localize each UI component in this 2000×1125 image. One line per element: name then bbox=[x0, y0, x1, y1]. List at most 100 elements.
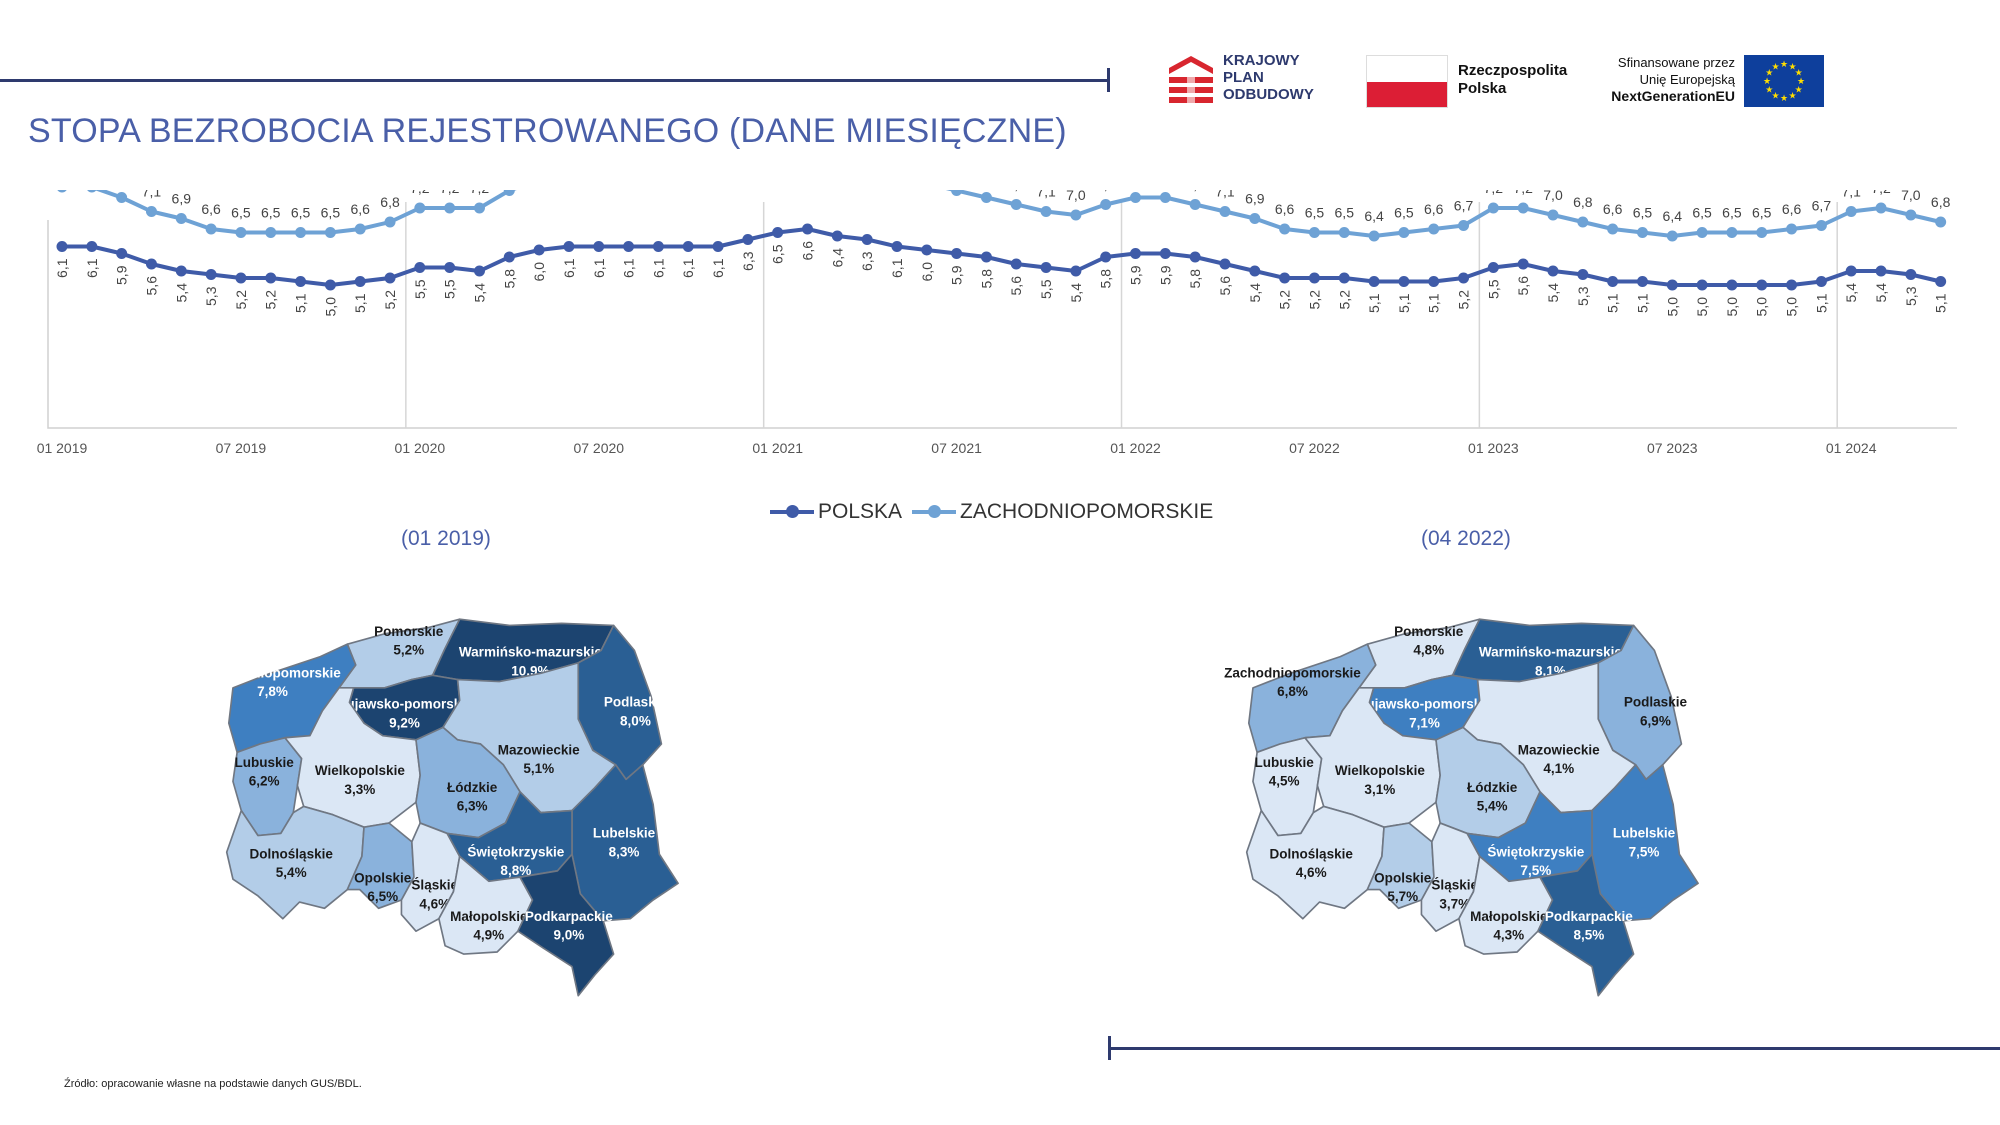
region-name-label: Podkarpackie bbox=[1545, 909, 1633, 924]
data-point bbox=[1547, 209, 1559, 221]
data-point bbox=[712, 241, 724, 252]
data-point bbox=[1636, 227, 1648, 238]
data-point bbox=[1607, 223, 1619, 235]
data-point bbox=[1607, 276, 1619, 287]
legend-item-polska: POLSKA bbox=[770, 500, 902, 524]
data-point bbox=[891, 241, 903, 252]
series-line-polska bbox=[62, 227, 1942, 287]
data-label: 5,6 bbox=[1515, 276, 1531, 296]
data-point bbox=[414, 202, 426, 214]
eu-star: ★ bbox=[1795, 68, 1803, 78]
chart-legend: POLSKA ZACHODNIOPOMORSKIE bbox=[770, 498, 1223, 526]
data-point bbox=[1428, 276, 1440, 287]
data-point bbox=[265, 272, 277, 284]
rp-logo-line-1: Rzeczpospolita bbox=[1458, 62, 1568, 79]
data-label: 5,5 bbox=[412, 279, 428, 299]
data-point bbox=[742, 234, 754, 245]
region-podkarpackie bbox=[1537, 853, 1635, 997]
data-point bbox=[831, 230, 843, 242]
map-2-title: (04 2022) bbox=[1421, 527, 1511, 550]
data-label: 5,2 bbox=[1456, 290, 1472, 310]
data-point bbox=[1070, 209, 1082, 221]
data-point bbox=[1756, 227, 1768, 238]
region-opolskie bbox=[1366, 822, 1435, 910]
data-label: 6,5 bbox=[770, 244, 786, 264]
region-name-label: Warmińsko-mazurskie bbox=[1479, 645, 1622, 660]
data-label: 5,1 bbox=[1605, 293, 1621, 313]
data-point bbox=[1935, 216, 1947, 228]
data-label: 7,2 bbox=[1513, 190, 1533, 196]
legend-label-polska: POLSKA bbox=[818, 500, 903, 523]
kpo-logo-line-3: ODBUDOWY bbox=[1223, 86, 1314, 103]
data-label: 6,5 bbox=[321, 205, 341, 221]
data-point bbox=[1010, 199, 1022, 210]
eu-star: ★ bbox=[1763, 76, 1771, 86]
region-name-label: Lubelskie bbox=[1613, 826, 1676, 841]
data-point bbox=[1338, 227, 1350, 238]
data-label: 6,0 bbox=[919, 262, 935, 282]
data-label: 5,2 bbox=[263, 290, 279, 310]
data-label: 6,1 bbox=[84, 258, 100, 278]
data-point bbox=[1249, 213, 1261, 224]
region-value-label: 7,5% bbox=[1629, 844, 1660, 859]
x-tick-label: 07 2020 bbox=[573, 440, 624, 456]
region-name-label: Mazowieckie bbox=[1518, 742, 1600, 757]
region-value-label: 5,2% bbox=[393, 643, 424, 658]
data-point bbox=[1487, 262, 1499, 273]
region-value-label: 6,9% bbox=[1640, 713, 1671, 728]
data-label: 5,1 bbox=[1426, 293, 1442, 313]
region-name-label: Mazowieckie bbox=[498, 742, 580, 757]
data-label: 5,3 bbox=[1575, 286, 1591, 306]
data-point bbox=[533, 244, 545, 256]
data-label: 7,2 bbox=[470, 190, 490, 196]
data-label: 6,1 bbox=[54, 258, 70, 278]
data-point bbox=[1219, 206, 1231, 217]
data-point bbox=[354, 223, 366, 235]
data-point bbox=[1458, 272, 1470, 284]
region-value-label: 6,3% bbox=[457, 799, 488, 814]
data-label: 7,2 bbox=[440, 190, 460, 196]
data-label: 5,1 bbox=[293, 293, 309, 313]
data-point bbox=[324, 279, 336, 291]
region-name-label: Kujawsko-pomorskie bbox=[1357, 697, 1493, 712]
x-tick-label: 07 2019 bbox=[216, 440, 267, 456]
data-point bbox=[1159, 248, 1171, 259]
data-point bbox=[951, 190, 963, 196]
region-value-label: 5,4% bbox=[1477, 799, 1508, 814]
region-value-label: 8,5% bbox=[1573, 928, 1604, 943]
eu-star: ★ bbox=[1797, 76, 1805, 86]
data-point bbox=[116, 192, 128, 203]
data-label: 5,3 bbox=[203, 286, 219, 306]
top-accent-line-cap bbox=[1107, 68, 1110, 92]
data-point bbox=[205, 269, 217, 280]
region-name-label: Lubuskie bbox=[234, 755, 294, 770]
data-label: 5,0 bbox=[1664, 297, 1680, 317]
data-label: 5,4 bbox=[1873, 283, 1889, 303]
eu-star: ★ bbox=[1771, 91, 1779, 101]
eu-star: ★ bbox=[1765, 68, 1773, 78]
data-point bbox=[235, 272, 247, 284]
data-point bbox=[1815, 220, 1827, 231]
data-point bbox=[1666, 279, 1678, 291]
data-point bbox=[1100, 251, 1112, 263]
data-label: 5,1 bbox=[1396, 293, 1412, 313]
data-point bbox=[1517, 202, 1529, 214]
data-point bbox=[1040, 206, 1052, 217]
region-name-label: Pomorskie bbox=[374, 624, 444, 639]
source-note: Źródło: opracowanie własne na podstawie … bbox=[64, 1078, 362, 1090]
data-point bbox=[235, 227, 247, 238]
region-value-label: 8,3% bbox=[609, 844, 640, 859]
data-point bbox=[473, 265, 485, 277]
data-label: 5,4 bbox=[1068, 283, 1084, 303]
data-label: 5,1 bbox=[1366, 293, 1382, 313]
data-point bbox=[1249, 265, 1261, 277]
eu-star: ★ bbox=[1780, 59, 1788, 69]
data-label: 5,1 bbox=[1634, 293, 1650, 313]
data-label: 5,5 bbox=[1038, 279, 1054, 299]
x-tick-label: 01 2021 bbox=[752, 440, 803, 456]
data-point bbox=[1547, 265, 1559, 277]
data-label: 7,1 bbox=[1036, 190, 1056, 200]
region-name-label: Podlaskie bbox=[1624, 695, 1688, 710]
region-name-label: Świętokrzyskie bbox=[1487, 844, 1584, 859]
